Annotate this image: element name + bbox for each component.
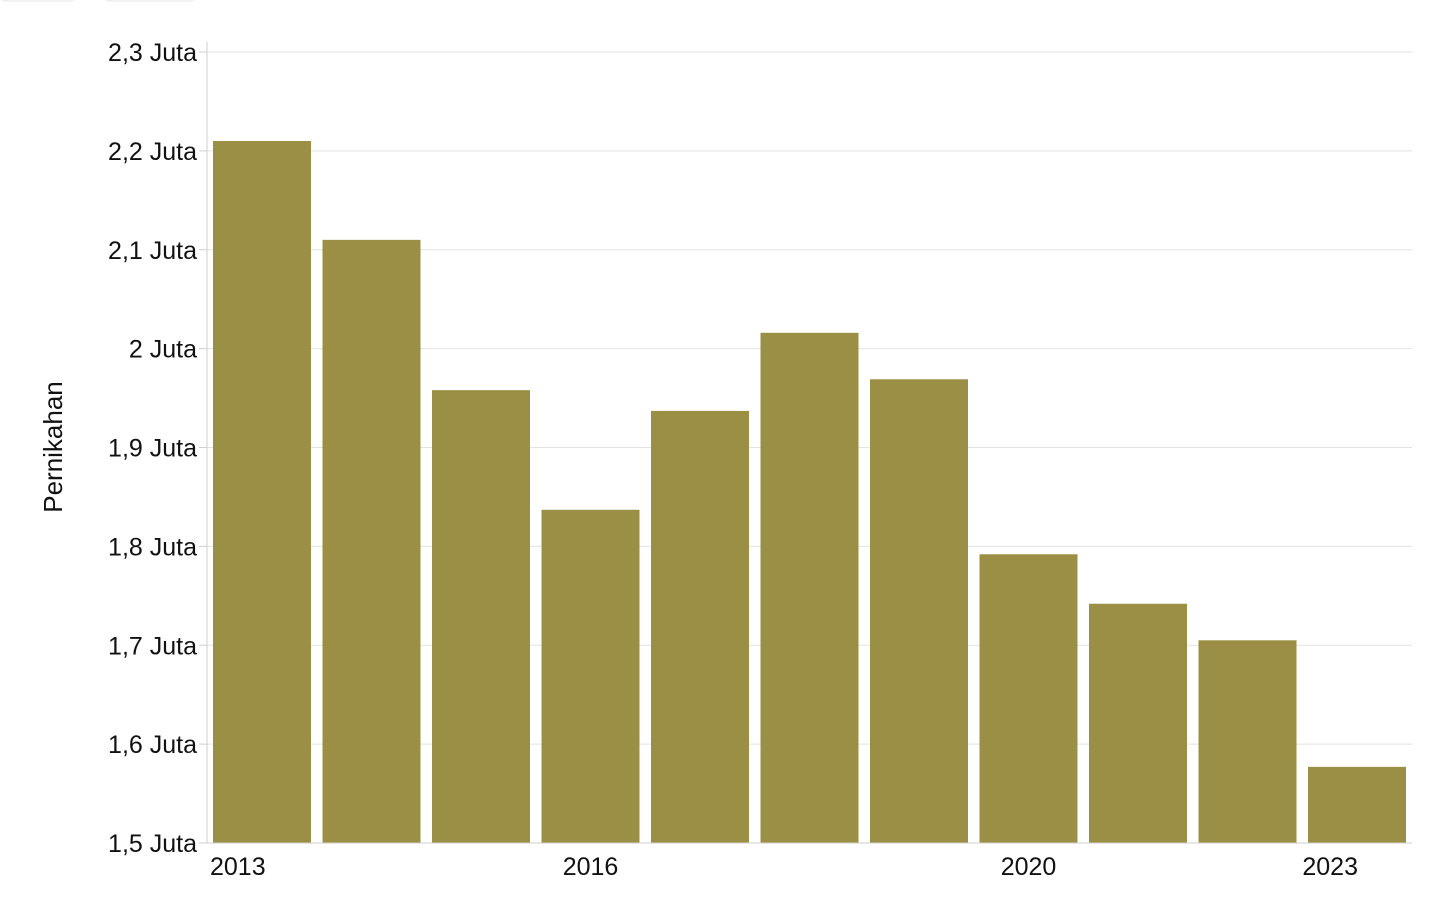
y-tick-label: 1,9 Juta [108, 435, 197, 463]
y-tick-labels: 1,5 Juta 1,6 Juta 1,7 Juta 1,8 Juta 1,9 Juta… [108, 39, 207, 858]
bar-2014[interactable] [322, 239, 421, 844]
y-axis-title: Pernikahan [38, 381, 68, 513]
bar-2017[interactable] [651, 410, 749, 843]
bar-2016[interactable] [541, 509, 640, 843]
x-tick-label: 2016 [563, 853, 619, 881]
bar-2015[interactable] [432, 390, 530, 843]
x-tick-label: 2020 [1001, 853, 1057, 881]
x-tick-label: 2023 [1302, 853, 1358, 881]
axes [206, 42, 1412, 844]
y-tick-label: 1,6 Juta [108, 731, 197, 759]
x-tick-labels: 2013 2016 2020 2023 [210, 853, 1358, 881]
bar-2019[interactable] [870, 379, 968, 843]
y-tick-label: 1,5 Juta [108, 830, 197, 858]
y-tick-label: 1,7 Juta [108, 632, 197, 660]
bar-2020[interactable] [979, 554, 1078, 843]
y-tick-label: 2,2 Juta [108, 138, 197, 166]
y-tick-label: 1,8 Juta [108, 533, 197, 561]
y-tick-label: 2,1 Juta [108, 237, 197, 265]
bar-2021[interactable] [1089, 603, 1187, 843]
bar-2013[interactable] [213, 140, 311, 844]
bar-2022[interactable] [1198, 640, 1297, 843]
bars [213, 140, 1406, 844]
bar-2018[interactable] [760, 332, 859, 843]
x-tick-label: 2013 [210, 853, 266, 881]
toolbar-tab-left[interactable] [0, 0, 76, 2]
y-tick-label: 2,3 Juta [108, 39, 197, 67]
y-tick-label: 2 Juta [129, 336, 197, 364]
bar-2023[interactable] [1308, 766, 1406, 843]
toolbar-tab-right[interactable] [104, 0, 196, 2]
